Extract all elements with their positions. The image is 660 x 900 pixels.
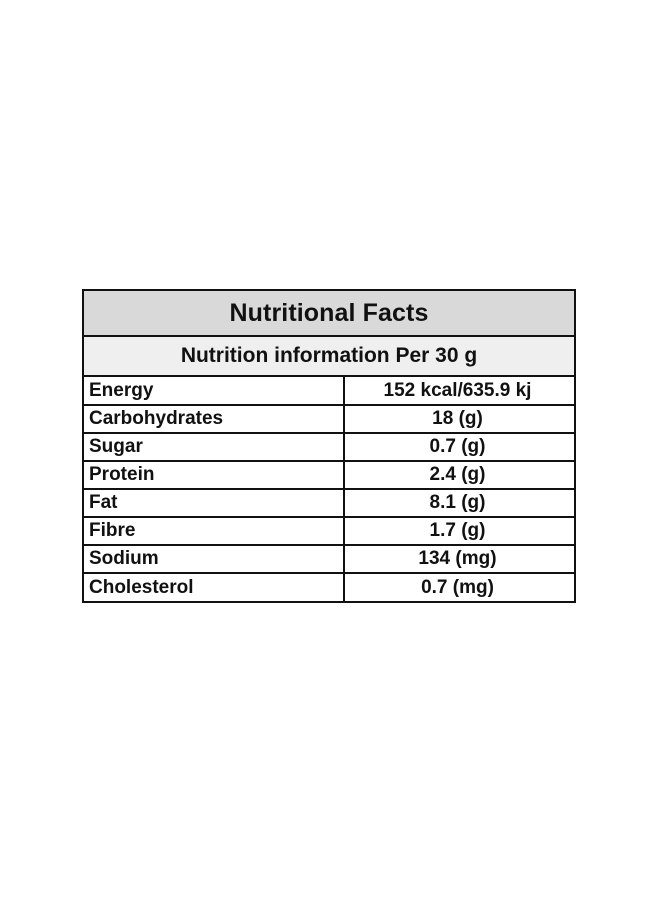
nutrient-value: 1.7 (g): [344, 517, 574, 546]
nutrient-label: Sugar: [84, 433, 345, 462]
nutrient-value: 8.1 (g): [344, 489, 574, 518]
panel-subtitle: Nutrition information Per 30 g: [84, 337, 574, 377]
panel-title: Nutritional Facts: [84, 291, 574, 337]
nutrient-label: Energy: [84, 377, 345, 406]
nutrient-value: 134 (mg): [344, 545, 574, 574]
nutrient-value: 0.7 (mg): [421, 576, 494, 598]
nutrient-value: 0.7 (g): [344, 433, 574, 462]
table-row: Fat 8.1 (g): [84, 489, 574, 518]
table-row: Carbohydrates 18 (g): [84, 405, 574, 434]
table-row: Sugar 0.7 (g): [84, 433, 574, 462]
table-row: Cholesterol 0.7 (mg): [84, 573, 574, 601]
nutrition-table: Energy 152 kcal/635.9 kj Carbohydrates 1…: [84, 377, 574, 601]
nutrient-label: Cholesterol: [84, 573, 345, 601]
nutrient-value: 2.4 (g): [344, 461, 574, 490]
nutrient-label: Sodium: [84, 545, 345, 574]
nutrition-facts-panel: Nutritional Facts Nutrition information …: [82, 289, 576, 603]
nutrient-label: Carbohydrates: [84, 405, 345, 434]
nutrient-value: 152 kcal/635.9 kj: [344, 377, 574, 406]
table-row: Energy 152 kcal/635.9 kj: [84, 377, 574, 406]
nutrient-label: Protein: [84, 461, 345, 490]
table-row: Fibre 1.7 (g): [84, 517, 574, 546]
table-row: Protein 2.4 (g): [84, 461, 574, 490]
nutrient-value: 18 (g): [344, 405, 574, 434]
nutrient-label: Fibre: [84, 517, 345, 546]
table-row: Sodium 134 (mg): [84, 545, 574, 574]
nutrient-label: Fat: [84, 489, 345, 518]
